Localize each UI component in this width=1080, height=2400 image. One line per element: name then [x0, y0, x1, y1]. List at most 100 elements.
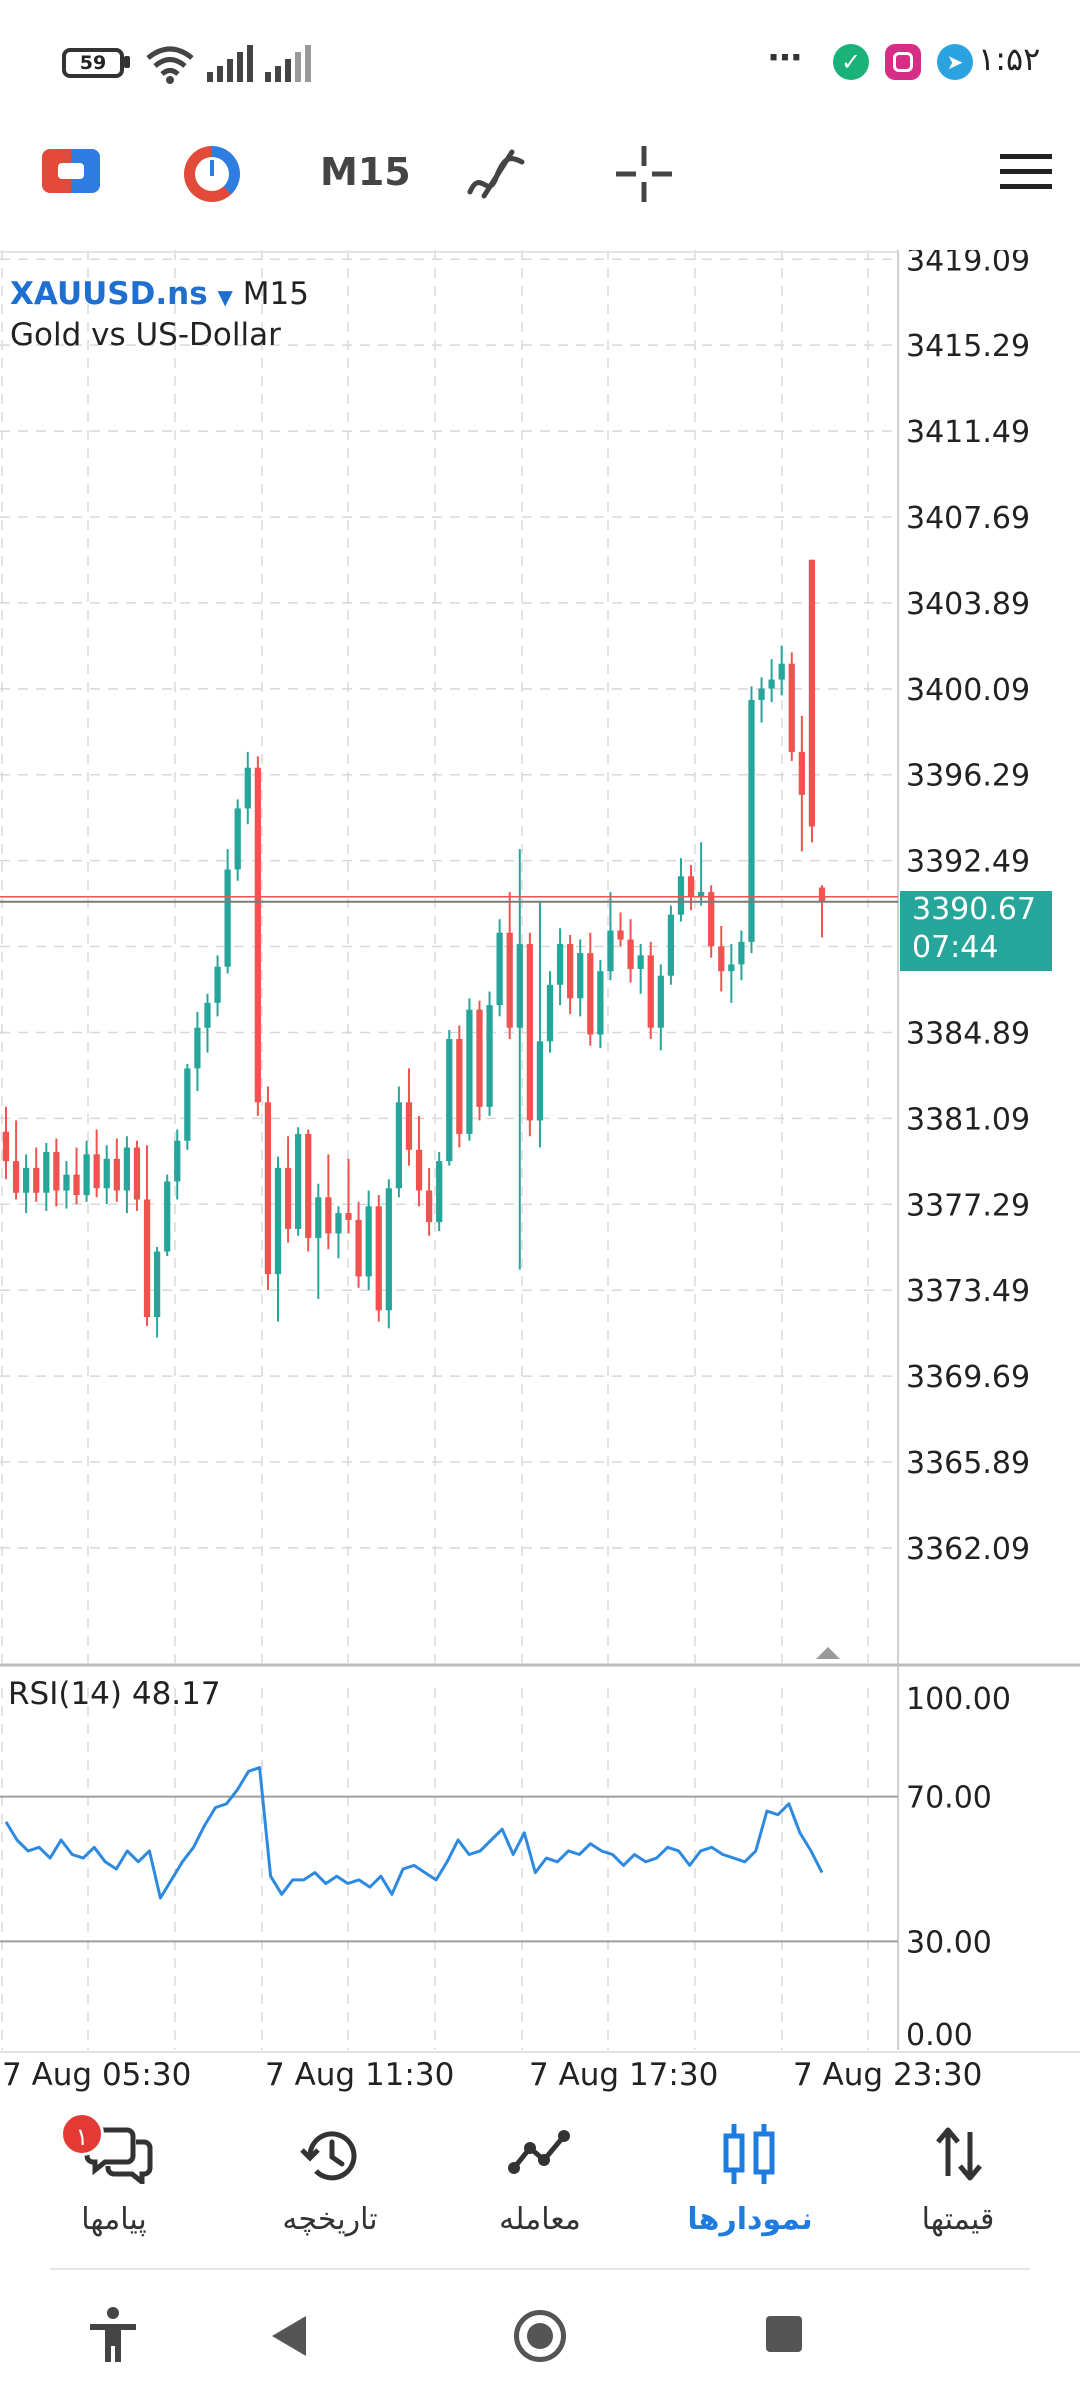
back-icon[interactable]	[270, 2314, 310, 2358]
price-tick-label: 3373.49	[906, 1274, 1030, 1309]
candle-body	[577, 953, 584, 999]
candle-body	[123, 1147, 131, 1191]
recents-icon[interactable]	[766, 2316, 802, 2352]
symbol-timeframe: M15	[242, 276, 309, 312]
crosshair-icon[interactable]	[614, 144, 674, 204]
candle-body	[657, 975, 664, 1028]
quotes-icon	[936, 2127, 982, 2181]
candle-body	[174, 1140, 181, 1182]
candle-body	[466, 1009, 473, 1134]
chart-type-icon[interactable]	[42, 149, 100, 193]
timeframe-button[interactable]: M15	[320, 150, 411, 194]
bar-countdown: 07:44	[912, 930, 999, 965]
chart-toolbar: M15	[0, 130, 1080, 250]
history-icon	[300, 2131, 357, 2181]
candle-body	[133, 1147, 141, 1200]
candle-body	[375, 1206, 382, 1311]
candle-body	[607, 930, 614, 972]
candle-body	[244, 767, 251, 809]
drawing-tools-icon[interactable]	[466, 148, 530, 204]
candle-body	[33, 1167, 40, 1193]
candle-body	[748, 699, 755, 942]
candle-body	[546, 984, 554, 1042]
chart-canvas[interactable]: 3419.09 3415.29 3411.49 3407.69 3403.89 3400.…	[0, 250, 1080, 2100]
candle-body	[597, 971, 604, 1035]
candle-body	[788, 663, 795, 752]
candle-body	[315, 1197, 322, 1238]
rsi-tick-label: 100.00	[906, 1682, 1011, 1717]
candle-body	[627, 939, 634, 969]
candle-body	[556, 944, 564, 985]
candle-body	[677, 876, 685, 915]
candle-body	[234, 808, 241, 870]
candle-body	[687, 876, 695, 897]
candle-body	[496, 932, 503, 1006]
nav-messages[interactable]: ۱ پیامها	[14, 2100, 214, 2270]
candle-body	[103, 1158, 110, 1189]
nav-history-label: تاریخچه	[282, 2202, 378, 2237]
chart-area[interactable]: 3419.09 3415.29 3411.49 3407.69 3403.89 3400.…	[0, 250, 1080, 2100]
more-notifications-icon: ⋯	[768, 38, 802, 78]
home-icon[interactable]	[514, 2310, 566, 2362]
price-tick-label: 3369.69	[906, 1360, 1030, 1395]
candle-body	[506, 932, 513, 1028]
symbol-name[interactable]: XAUUSD.ns	[10, 276, 208, 312]
candle-body	[264, 1102, 272, 1275]
candle-body	[486, 1005, 493, 1107]
current-price-tag: 3390.67 07:44	[900, 891, 1052, 971]
pane-resize-handle	[816, 1647, 840, 1659]
candle-body	[184, 1068, 191, 1141]
rsi-tick-label: 0.00	[906, 2018, 973, 2053]
candle-body	[143, 1199, 151, 1318]
nav-trade[interactable]: معامله	[440, 2100, 640, 2270]
wifi-icon	[146, 46, 194, 84]
price-tick-label: 3396.29	[906, 759, 1030, 794]
time-tick-label: 7 Aug 11:30	[265, 2057, 454, 2093]
candle-body	[335, 1213, 342, 1234]
candle-body	[516, 944, 523, 1028]
candle-body	[808, 559, 816, 827]
candle-body	[345, 1213, 352, 1220]
candle-body	[587, 953, 594, 1035]
price-tick-label: 3407.69	[906, 501, 1030, 536]
candle-body	[305, 1133, 312, 1238]
candle-body	[395, 1102, 403, 1189]
rsi-tick-label: 30.00	[906, 1925, 992, 1960]
system-navigation	[0, 2270, 1080, 2400]
candle-body	[365, 1206, 372, 1277]
menu-icon[interactable]	[1000, 152, 1052, 192]
nav-history[interactable]: تاریخچه	[230, 2100, 430, 2270]
shield-check-icon: ✓	[833, 44, 869, 80]
candle-body	[274, 1167, 282, 1275]
current-price: 3390.67	[912, 892, 1037, 927]
nav-trade-label: معامله	[499, 2202, 581, 2237]
candle-body	[778, 663, 785, 680]
nav-quotes[interactable]: قیمتها	[858, 2100, 1058, 2270]
indicators-icon[interactable]	[184, 146, 240, 202]
candle-body	[224, 869, 231, 967]
nav-charts[interactable]: نمودارها	[650, 2100, 850, 2270]
candle-body	[23, 1167, 30, 1193]
candle-body	[436, 1161, 443, 1223]
candle-body	[738, 941, 745, 965]
nav-quotes-label: قیمتها	[921, 2202, 995, 2237]
nav-charts-label: نمودارها	[687, 2202, 813, 2237]
candle-body	[728, 964, 735, 972]
charts-icon	[723, 2124, 775, 2184]
battery-icon: 59	[62, 48, 124, 78]
candle-body	[536, 1041, 544, 1121]
candle-body	[325, 1197, 332, 1234]
candle-body	[53, 1152, 60, 1191]
candle-body	[697, 892, 705, 897]
candle-body	[708, 892, 715, 947]
candle-body	[73, 1174, 80, 1196]
price-tick-label: 3377.29	[906, 1188, 1030, 1223]
accessibility-icon[interactable]	[88, 2306, 138, 2364]
symbol-dropdown-icon[interactable]: ▼	[217, 285, 233, 309]
rsi-label: RSI(14) 48.17	[8, 1676, 221, 1712]
candle-body	[93, 1154, 100, 1189]
candle-body	[295, 1133, 302, 1229]
candle-body	[214, 966, 221, 1003]
candle-body	[83, 1154, 90, 1196]
candle-body	[284, 1167, 292, 1229]
